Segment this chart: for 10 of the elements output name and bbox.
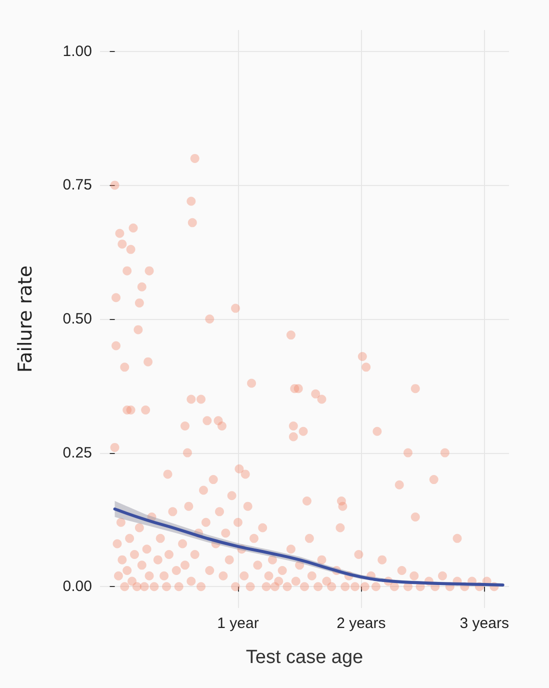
x-tick-label: 3 years [460,615,509,632]
y-tick-label: 0.00 [62,578,92,596]
y-axis-title: Failure rate [14,265,36,373]
x-tick-label: 2 years [336,615,386,632]
y-tick-label: 0.50 [62,310,92,328]
x-tick-label: 1 year [217,615,259,632]
y-tick-label: 0.75 [62,176,92,194]
x-axis-title: Test case age [246,647,364,668]
y-tick-label: 1.00 [62,42,92,60]
y-tick-label: 0.25 [62,444,92,462]
